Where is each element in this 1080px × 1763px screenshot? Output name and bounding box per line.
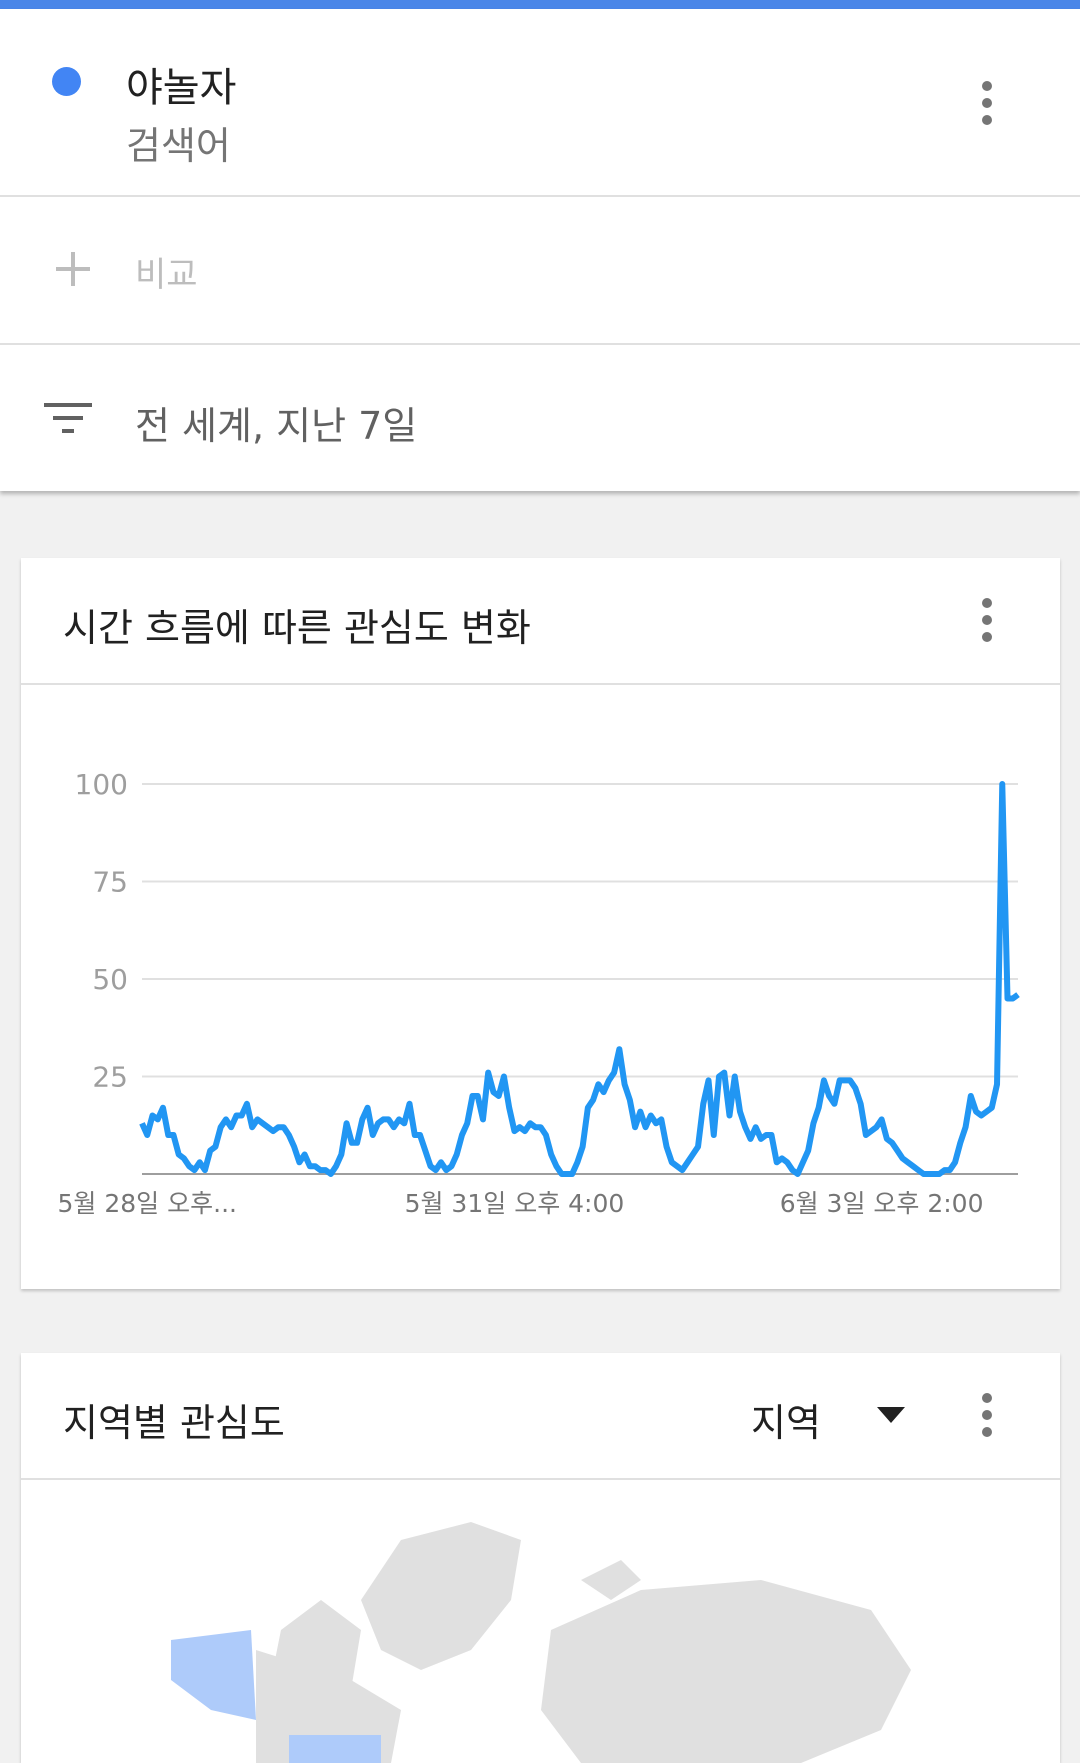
term-dot [52, 67, 81, 96]
filter-label: 전 세계, 지난 7일 [135, 404, 418, 448]
y-tick-label: 75 [92, 866, 128, 899]
term-type: 검색어 [126, 124, 231, 168]
dropdown-arrow[interactable] [877, 1407, 905, 1423]
x-tick-label: 5월 31일 오후 4:00 [405, 1189, 625, 1218]
y-tick-label: 50 [92, 963, 128, 996]
region-card: 지역별 관심도 지역 [21, 1353, 1060, 1763]
filter-row[interactable]: 전 세계, 지난 7일 [0, 345, 1080, 491]
header: 야놀자 검색어 비교 전 세계, 지난 7일 [0, 9, 1080, 491]
compare-label: 비교 [135, 255, 198, 295]
menu-button[interactable] [982, 81, 992, 132]
card-title: 지역별 관심도 [63, 1401, 285, 1445]
term-row[interactable]: 야놀자 검색어 [0, 9, 1080, 197]
compare-row[interactable]: 비교 [0, 197, 1080, 345]
card-header: 지역별 관심도 지역 [21, 1353, 1060, 1480]
x-tick-label: 5월 28일 오후... [58, 1189, 237, 1218]
menu-button[interactable] [982, 598, 992, 649]
y-tick-label: 100 [75, 768, 128, 801]
menu-button[interactable] [982, 1393, 992, 1444]
line-series [139, 781, 1020, 1177]
plus-icon [56, 252, 90, 286]
top-bar [0, 0, 1080, 9]
term: 야놀자 [126, 65, 237, 111]
world-map [171, 1522, 911, 1763]
card-title: 시간 흐름에 따른 관심도 변화 [63, 606, 531, 650]
region-dropdown[interactable]: 지역 [751, 1401, 821, 1445]
y-tick-label: 25 [92, 1061, 128, 1094]
filter-icon [44, 403, 92, 433]
card-header: 시간 흐름에 따른 관심도 변화 [21, 558, 1060, 685]
x-tick-label: 6월 3일 오후 2:00 [780, 1189, 984, 1218]
chart-card: 시간 흐름에 따른 관심도 변화 25 50 75 100 5월 28일 오후... 5월… [21, 558, 1060, 1289]
chart: 25 50 75 100 5월 28일 오후... 5월 31일 오후 4:00 6월 3일… [58, 768, 1020, 1218]
